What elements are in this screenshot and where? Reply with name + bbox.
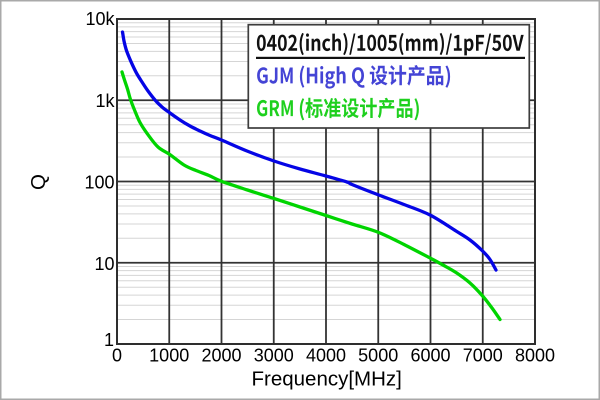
svg-text:5000: 5000 [358,346,398,366]
svg-text:7000: 7000 [463,346,503,366]
svg-text:1k: 1k [95,91,115,111]
svg-text:Frequency[MHz]: Frequency[MHz] [252,368,402,391]
svg-text:1: 1 [104,330,114,350]
svg-text:4000: 4000 [306,346,346,366]
svg-text:1000: 1000 [149,346,189,366]
svg-text:100: 100 [84,173,114,193]
svg-text:2000: 2000 [201,346,241,366]
svg-text:6000: 6000 [410,346,450,366]
svg-text:0: 0 [112,346,122,366]
svg-text:8000: 8000 [515,346,555,366]
svg-text:10: 10 [94,254,114,274]
svg-text:10k: 10k [85,9,115,29]
svg-text:3000: 3000 [254,346,294,366]
svg-text:Q: Q [27,174,50,190]
